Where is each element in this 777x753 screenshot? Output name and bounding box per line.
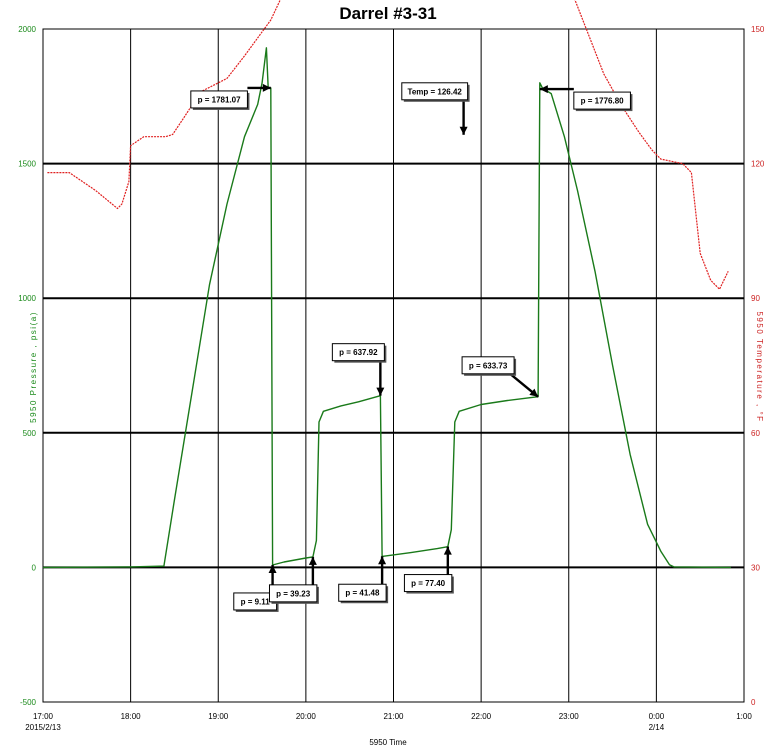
chart-title: Darrel #3-31 <box>339 4 436 23</box>
x-tick-label: 22:00 <box>471 712 492 721</box>
annotation-arrow-head <box>539 85 548 94</box>
x-tick-label: 19:00 <box>208 712 229 721</box>
annotation-arrow-head <box>378 556 387 565</box>
right-tick-label: 60 <box>751 429 760 438</box>
annotation: p = 637.92 <box>331 343 387 396</box>
x-axis-label: 5950 Time <box>369 738 407 747</box>
x-tick-label: 20:00 <box>296 712 317 721</box>
x-tick-label: 0:00 <box>649 712 665 721</box>
tick-layer: 17:00 2015/2/13 18:00 19:00 20:00 21:00 22:00 2… <box>18 25 765 732</box>
annotation-box <box>190 90 248 109</box>
plot-frame <box>42 28 745 703</box>
annotation-arrow-head <box>308 556 317 565</box>
annotation: p = 633.73 <box>461 356 539 398</box>
annotation: Temp = 126.42 <box>401 82 470 135</box>
annotation-label: p = 1776.80 <box>581 97 624 106</box>
temperature-series-line <box>47 0 729 290</box>
left-tick-label: -500 <box>20 698 37 707</box>
annotation-box <box>403 574 453 593</box>
annotation-arrow-head <box>443 546 452 555</box>
annotation-box <box>338 583 387 602</box>
left-tick-label: 2000 <box>18 25 36 34</box>
annotation-arrow-head <box>268 564 277 573</box>
annotation-box <box>331 343 385 362</box>
right-tick-label: 90 <box>751 294 760 303</box>
annotation-layer: p = 1781.07 p = 9.11 p = 39.23 p = 637.92 p … <box>190 82 633 612</box>
right-tick-label: 120 <box>751 160 765 169</box>
annotation-label: p = 39.23 <box>276 589 311 598</box>
right-tick-label: 150 <box>751 25 765 34</box>
annotation-box <box>461 356 515 375</box>
annotation: p = 39.23 <box>268 556 319 604</box>
annotation-arrow-head <box>459 126 468 135</box>
annotation-label: Temp = 126.42 <box>408 87 463 96</box>
annotation-label: p = 637.92 <box>339 348 378 357</box>
annotation: p = 77.40 <box>403 546 454 594</box>
right-tick-label: 0 <box>751 698 756 707</box>
annotation-label: p = 77.40 <box>411 579 446 588</box>
x-tick-date: 2/14 <box>649 723 665 732</box>
pressure-series-line <box>42 47 731 569</box>
annotation-label: p = 633.73 <box>469 361 508 370</box>
annotation-box <box>573 91 631 110</box>
annotation: p = 41.48 <box>338 556 389 604</box>
series-layer <box>42 0 731 569</box>
left-tick-label: 0 <box>32 563 37 572</box>
annotation-box <box>268 584 318 603</box>
annotation-arrow-head <box>529 388 539 397</box>
x-tick-label: 21:00 <box>383 712 404 721</box>
annotation-arrow-head <box>376 387 385 396</box>
left-tick-label: 1500 <box>18 160 36 169</box>
annotation: p = 1776.80 <box>539 85 633 112</box>
left-tick-label: 500 <box>23 429 37 438</box>
left-axis-label: 5950 Pressure , psi(a) <box>29 311 38 423</box>
x-tick-label: 23:00 <box>559 712 580 721</box>
annotation-label: p = 41.48 <box>345 589 380 598</box>
annotation: p = 1781.07 <box>190 83 271 110</box>
x-tick-date: 2015/2/13 <box>25 723 61 732</box>
annotation-label: p = 1781.07 <box>198 95 241 104</box>
left-tick-label: 1000 <box>18 294 36 303</box>
x-tick-label: 18:00 <box>121 712 142 721</box>
right-axis-label: 5950 Temperature , °F <box>755 311 764 422</box>
x-tick-label: 17:00 <box>33 712 54 721</box>
annotation-box <box>401 82 469 101</box>
annotation-label: p = 9.11 <box>241 597 271 606</box>
x-tick-label: 1:00 <box>736 712 752 721</box>
right-tick-label: 30 <box>751 563 760 572</box>
annotation-arrow-head <box>262 83 271 92</box>
